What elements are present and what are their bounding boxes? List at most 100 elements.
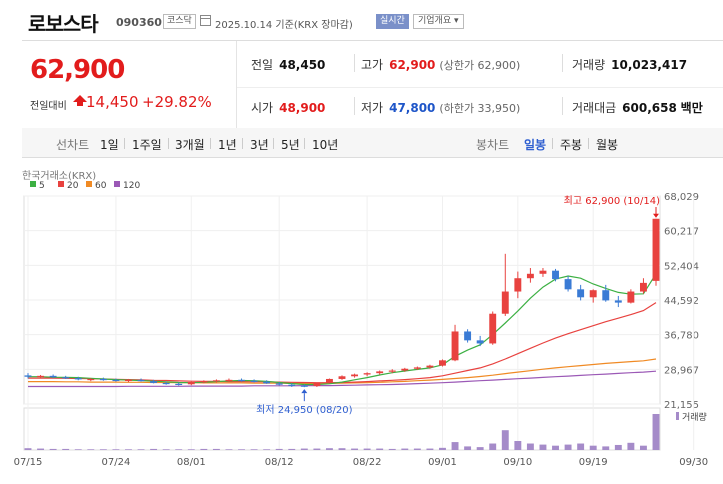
volume-bar <box>363 448 371 450</box>
volume-bar <box>62 448 70 450</box>
divider <box>354 54 355 72</box>
volume-bar <box>564 444 572 450</box>
volume-bar <box>388 448 396 450</box>
divider <box>304 138 305 149</box>
candle-body <box>652 218 660 281</box>
x-tick-label: 09/01 <box>428 457 457 468</box>
divider <box>562 54 563 72</box>
volume-bar <box>74 449 82 450</box>
candle-body <box>238 379 245 382</box>
x-tick-label: 08/01 <box>177 457 206 468</box>
volume-bar <box>200 448 208 450</box>
volume-bar <box>451 442 459 450</box>
change-rate: +29.82% <box>142 93 212 111</box>
candle-body <box>614 300 622 303</box>
stock-header: 로보스타 090360 코스닥 2025.10.14 기준(KRX 장마감) 실… <box>0 0 723 40</box>
candle-chart-tab[interactable]: 봉차트 <box>476 138 510 152</box>
period-1d[interactable]: 1일 <box>100 138 119 152</box>
reference-date: 2025.10.14 기준(KRX 장마감) <box>215 20 353 31</box>
candle-body <box>526 273 534 279</box>
candle-daily[interactable]: 일봉 <box>524 138 547 152</box>
current-price: 62,900 <box>30 55 125 85</box>
volume-bar <box>439 447 446 450</box>
divider <box>210 138 211 149</box>
divider <box>562 97 563 115</box>
candle-body <box>338 376 346 379</box>
candle-body <box>464 331 472 341</box>
volume-bar <box>325 448 333 450</box>
candle-body <box>112 379 120 382</box>
volume-bar <box>137 449 145 450</box>
period-10y[interactable]: 10년 <box>312 138 339 152</box>
candle-body <box>212 380 220 382</box>
divider <box>273 138 274 149</box>
volume-bar <box>413 448 421 450</box>
divider <box>354 97 355 115</box>
volume-bar <box>489 443 497 450</box>
y-tick-label: 52,404 <box>664 261 699 272</box>
x-tick-label: 08/12 <box>265 457 294 468</box>
calendar-icon <box>200 15 211 26</box>
candle-body <box>99 378 107 381</box>
prev-close: 전일 48,450 <box>251 58 326 72</box>
price-summary: 62,900 전일대비 14,450 +29.82% 전일 48,450 고가 62… <box>22 40 723 134</box>
volume-bar <box>24 448 32 450</box>
open-price: 시가 48,900 <box>251 101 326 115</box>
candle-body <box>501 291 509 314</box>
volume-bar <box>288 448 296 450</box>
candle-body <box>413 367 421 369</box>
volume-bar <box>351 448 359 450</box>
candle-body <box>439 360 446 366</box>
candle-body <box>552 270 559 280</box>
volume-bar <box>162 449 170 450</box>
volume-bar <box>464 446 472 450</box>
y-tick-label: 36,780 <box>664 331 699 342</box>
ma-line-20 <box>28 302 657 384</box>
divider <box>588 138 589 149</box>
divider <box>237 87 723 88</box>
volume-bar <box>263 449 271 450</box>
divider <box>168 138 169 149</box>
x-tick-label: 07/24 <box>102 457 131 468</box>
period-3y[interactable]: 3년 <box>250 138 269 152</box>
market-badge: 코스닥 <box>163 14 196 29</box>
legend-swatch-20 <box>58 181 64 187</box>
period-1y[interactable]: 1년 <box>218 138 237 152</box>
volume-bar <box>401 448 409 450</box>
candlestick-chart[interactable]: 한국거래소(KRX)5 20 60 120 68,029 60,217 52,404 44,5… <box>0 160 723 480</box>
candle-monthly[interactable]: 월봉 <box>596 138 619 152</box>
volume-bar <box>49 448 57 450</box>
volume-bar <box>602 446 610 450</box>
divider <box>242 138 243 149</box>
volume-bar <box>476 447 484 450</box>
period-5y[interactable]: 5년 <box>281 138 300 152</box>
volume: 거래량 10,023,417 <box>572 58 688 72</box>
volume-bar <box>426 448 434 450</box>
period-3m[interactable]: 3개월 <box>175 138 205 152</box>
candle-body <box>539 270 547 274</box>
volume-bar <box>614 444 622 450</box>
candle-body <box>564 279 572 290</box>
candle-body <box>388 370 396 372</box>
realtime-button[interactable]: 실시간 <box>376 14 409 29</box>
volume-bar <box>225 449 233 450</box>
candle-body <box>577 289 585 298</box>
ma-line-5 <box>28 273 657 386</box>
candle-body <box>87 378 95 381</box>
volume-bar <box>37 448 45 450</box>
y-tick-label: 44,592 <box>664 296 699 307</box>
volume-bar <box>338 448 346 450</box>
candle-body <box>476 340 484 344</box>
line-chart-tab[interactable]: 선차트 <box>56 138 90 152</box>
candle-body <box>325 378 333 383</box>
y-tick-label: 60,217 <box>664 227 699 238</box>
current-price-box: 62,900 전일대비 14,450 +29.82% <box>22 41 237 134</box>
company-info-button[interactable]: 기업개요 ▾ <box>413 14 464 29</box>
candle-body <box>125 379 132 382</box>
legend-label-20: 20 <box>67 181 79 191</box>
period-1w[interactable]: 1주일 <box>132 138 162 152</box>
candle-weekly[interactable]: 주봉 <box>560 138 583 152</box>
candle-body <box>200 381 208 383</box>
volume-bar <box>150 448 158 450</box>
legend-label-60: 60 <box>95 181 107 191</box>
